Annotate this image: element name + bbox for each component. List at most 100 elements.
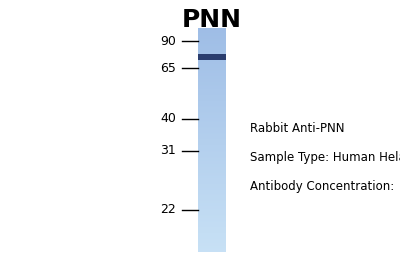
Bar [198,191,226,193]
Bar [198,86,226,88]
Bar [198,176,226,178]
Bar [198,162,226,164]
Bar [198,243,226,245]
Bar [198,242,226,243]
Bar [198,177,226,179]
Bar [198,65,226,67]
Bar [198,77,226,79]
Bar [198,122,226,124]
Bar [198,149,226,151]
Bar [198,41,226,43]
Bar [198,186,226,188]
Bar [198,182,226,183]
Bar [198,215,226,217]
Bar [198,71,226,73]
Bar [198,128,226,130]
Bar [198,194,226,195]
Bar [198,85,226,86]
Bar [198,167,226,168]
Bar [198,68,226,70]
Text: 31: 31 [160,144,176,157]
Bar [198,155,226,157]
Bar [198,49,226,50]
Bar [198,197,226,198]
Bar [198,134,226,136]
Bar [198,164,226,166]
Bar [198,198,226,200]
Bar [198,28,226,30]
Bar [198,115,226,116]
Bar [198,239,226,240]
Bar [198,250,226,252]
Bar [198,206,226,207]
Bar [198,158,226,160]
Bar [198,73,226,74]
Bar [198,146,226,148]
Bar [198,171,226,173]
Bar [198,32,226,34]
Bar [198,59,226,61]
Bar [198,104,226,106]
Bar [198,201,226,203]
Bar [198,246,226,248]
Bar [198,82,226,83]
Bar [198,240,226,242]
Bar [198,152,226,154]
Bar [198,95,226,97]
Bar [198,97,226,98]
Text: PNN: PNN [182,8,242,32]
Bar [198,234,226,236]
Bar [198,46,226,48]
Bar [198,112,226,113]
Bar [198,131,226,133]
Bar [198,55,226,56]
Bar [198,125,226,127]
Bar [198,113,226,115]
Bar [198,62,226,64]
Bar [198,174,226,176]
Bar [198,101,226,103]
Bar [198,143,226,145]
Bar [198,31,226,33]
Bar [198,123,226,125]
Bar [198,188,226,190]
Bar [198,221,226,222]
Bar [198,213,226,215]
Bar [198,225,226,227]
Bar [198,235,226,237]
Bar [198,129,226,131]
Bar [198,70,226,71]
Bar [198,212,226,213]
Bar [198,92,226,94]
Bar [198,147,226,149]
Bar [198,245,226,246]
Bar [198,137,226,139]
Bar [198,29,226,31]
Bar [198,91,226,92]
Bar [198,228,226,230]
Bar [198,203,226,205]
Bar [198,227,226,228]
Bar [198,210,226,212]
Bar [198,89,226,91]
Bar [198,53,226,55]
Bar [198,34,226,36]
Bar [198,64,226,65]
Bar [198,93,226,95]
Text: Rabbit Anti-PNN: Rabbit Anti-PNN [250,122,344,135]
Bar [198,52,226,53]
Bar [198,58,226,60]
Text: Sample Type: Human Hela: Sample Type: Human Hela [250,151,400,164]
Bar [198,74,226,76]
Bar [198,183,226,185]
Bar [198,135,226,137]
Bar [198,179,226,180]
Bar [198,117,226,119]
Bar [198,189,226,191]
Text: 90: 90 [160,35,176,48]
Bar [198,78,226,80]
Bar [198,44,226,46]
Bar [198,207,226,209]
Text: 65: 65 [160,62,176,74]
Bar [198,37,226,38]
